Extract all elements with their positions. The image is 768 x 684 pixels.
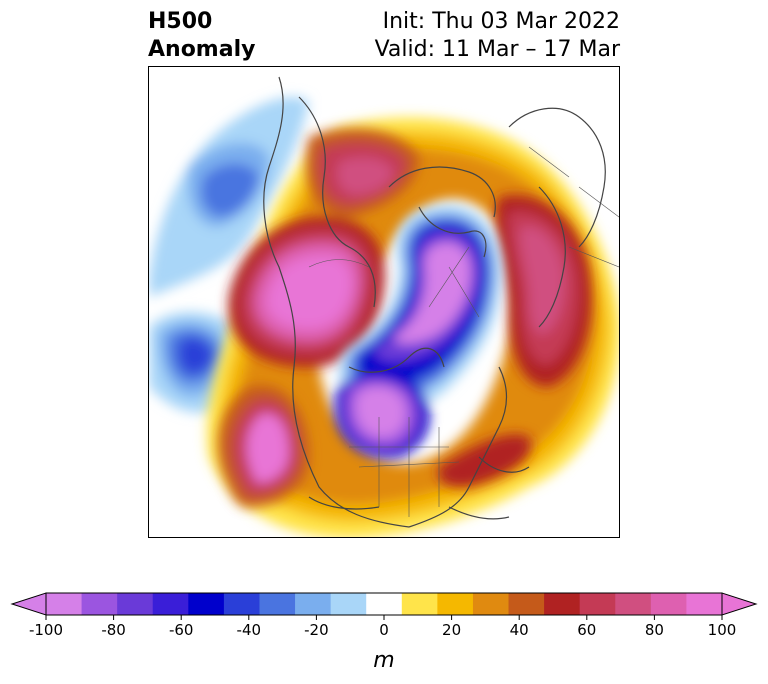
colorbar-segment	[46, 593, 83, 615]
colorbar-segment	[117, 593, 154, 615]
anomaly-map	[148, 66, 620, 538]
colorbar-segment	[223, 593, 260, 615]
map-dates: Init: Thu 03 Mar 2022 Valid: 11 Mar – 17…	[375, 8, 620, 64]
colorbar-tick-label: -80	[101, 621, 126, 639]
colorbar-segment	[686, 593, 723, 615]
colorbar-segment	[472, 593, 510, 615]
negative-anomaly-arctic	[335, 205, 502, 458]
colorbar: -100 -80 -60 -40 -20 0 20 40 60 80 100 m	[10, 592, 758, 673]
colorbar-tick-label: -40	[237, 621, 262, 639]
colorbar-segment	[579, 593, 616, 615]
colorbar-segment	[259, 593, 296, 615]
colorbar-segment	[295, 593, 332, 615]
colorbar-ticks: -100 -80 -60 -40 -20 0 20 40 60 80 100	[29, 615, 736, 639]
positive-lobes	[218, 128, 592, 507]
valid-date-label: Valid: 11 Mar – 17 Mar	[374, 37, 620, 62]
colorbar-tick-label: 40	[510, 621, 529, 639]
colorbar-segment	[330, 593, 367, 615]
colorbar-tick-label: 60	[577, 621, 596, 639]
colorbar-tick-label: 100	[708, 621, 737, 639]
colorbar-extend-max	[721, 592, 758, 616]
colorbar-tick-label: -20	[304, 621, 329, 639]
colorbar-segment	[544, 593, 581, 615]
negative-anomaly-pacific	[149, 97, 309, 413]
colorbar-segment	[401, 593, 438, 615]
coastlines	[263, 76, 606, 528]
colorbar-segment	[188, 593, 225, 615]
colorbar-tick-label: -60	[169, 621, 194, 639]
map-svg	[149, 67, 619, 537]
colorbar-segment	[152, 593, 189, 615]
colorbar-segment	[650, 593, 687, 615]
colorbar-tick-label: 0	[379, 621, 389, 639]
title-line-variable: H500	[148, 9, 213, 34]
colorbar-tick-label: 20	[442, 621, 461, 639]
colorbar-segment	[508, 593, 545, 615]
colorbar-tick-label: -100	[29, 621, 63, 639]
colorbar-segment	[81, 593, 118, 615]
political-boundaries	[308, 146, 619, 517]
colorbar-segments	[10, 592, 758, 616]
init-date-label: Init: Thu 03 Mar 2022	[382, 9, 620, 34]
colorbar-extend-min	[10, 592, 47, 616]
colorbar-segment	[366, 593, 403, 615]
colorbar-segment	[437, 593, 474, 615]
colorbar-segment	[615, 593, 652, 615]
title-line-type: Anomaly	[148, 37, 256, 62]
colorbar-tick-label: 80	[645, 621, 664, 639]
colorbar-unit-label: m	[373, 648, 394, 673]
map-title: H500 Anomaly	[148, 8, 255, 64]
